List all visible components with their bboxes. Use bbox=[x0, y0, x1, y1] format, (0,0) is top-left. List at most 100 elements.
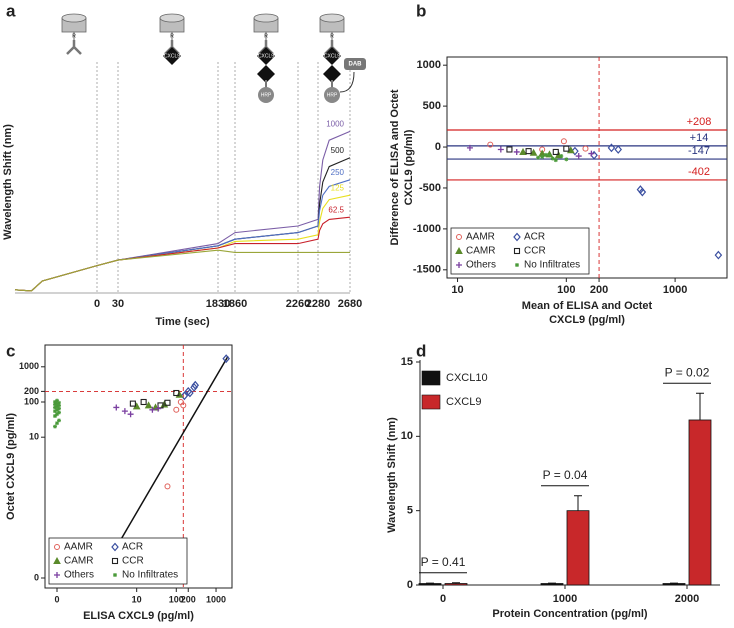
point bbox=[552, 148, 559, 155]
point bbox=[55, 401, 59, 406]
dab-label: DAB bbox=[349, 62, 363, 68]
sensor-label: R bbox=[330, 33, 334, 39]
detection-antibody bbox=[323, 65, 341, 83]
point bbox=[714, 250, 723, 260]
sensor-top bbox=[319, 13, 345, 23]
legend-label: No Infiltrates bbox=[122, 570, 178, 581]
legend-label: AAMR bbox=[64, 542, 93, 553]
antigen bbox=[163, 47, 181, 65]
line bbox=[14, 249, 350, 292]
x-tick-label: 200 bbox=[181, 594, 196, 604]
dab-box bbox=[344, 58, 366, 70]
x-tick-label: 2260 bbox=[286, 298, 310, 310]
p-value: P = 0.04 bbox=[543, 468, 588, 482]
point bbox=[638, 187, 647, 197]
x-tick-label: 10 bbox=[132, 594, 142, 604]
point bbox=[536, 155, 541, 160]
point bbox=[53, 409, 57, 414]
reference-label: -147 bbox=[688, 145, 710, 157]
legend-marker bbox=[53, 556, 61, 564]
point bbox=[157, 402, 164, 409]
y-tick-label: -1000 bbox=[413, 223, 441, 235]
point bbox=[563, 145, 570, 152]
x-axis-label: CXCL9 (pg/ml) bbox=[549, 314, 625, 326]
x-tick-label: 1860 bbox=[223, 298, 247, 310]
line bbox=[14, 157, 351, 292]
point bbox=[636, 185, 645, 195]
point bbox=[57, 418, 61, 423]
sensor-top bbox=[253, 13, 279, 23]
legend-label: ACR bbox=[122, 542, 143, 553]
y-tick-label: -500 bbox=[419, 182, 441, 194]
hrp-label: HRP bbox=[261, 92, 272, 98]
bar bbox=[688, 419, 712, 586]
x-axis-label: Time (sec) bbox=[155, 316, 210, 328]
legend-label: CAMR bbox=[64, 556, 93, 567]
y-axis-label: Octet CXCL9 (pg/ml) bbox=[5, 413, 17, 520]
legend-swatch bbox=[421, 394, 441, 410]
x-tick-label: 1000 bbox=[663, 284, 687, 296]
line-label: 62.5 bbox=[328, 205, 344, 214]
point bbox=[55, 398, 59, 403]
point bbox=[190, 382, 198, 392]
detection-antibody bbox=[257, 65, 275, 83]
x-axis-label: Protein Concentration (pg/ml) bbox=[492, 608, 648, 620]
bar bbox=[540, 583, 564, 586]
antigen-label: CXCL9 bbox=[164, 53, 180, 59]
point bbox=[571, 146, 579, 156]
line bbox=[14, 130, 351, 292]
plot-frame bbox=[446, 56, 728, 279]
point bbox=[588, 150, 595, 157]
point bbox=[560, 138, 567, 145]
p-value: P = 0.41 bbox=[421, 555, 466, 569]
point bbox=[113, 404, 120, 411]
point bbox=[513, 148, 520, 155]
reference-label: +14 bbox=[690, 132, 709, 144]
point bbox=[173, 406, 180, 413]
point bbox=[550, 156, 555, 161]
p-value: P = 0.02 bbox=[665, 365, 710, 379]
panel-letter: c bbox=[6, 341, 15, 360]
line-label: 250 bbox=[331, 168, 345, 177]
plot-frame bbox=[44, 344, 233, 589]
legend-marker bbox=[54, 544, 60, 550]
y-tick-label: 200 bbox=[24, 386, 39, 396]
bar bbox=[418, 583, 442, 586]
sensor-top bbox=[61, 13, 87, 23]
x-tick-label: 10 bbox=[451, 284, 463, 296]
point bbox=[140, 398, 147, 406]
x-tick-label: 100 bbox=[169, 594, 184, 604]
point bbox=[57, 403, 61, 408]
point bbox=[543, 152, 548, 157]
y-tick-label: 10 bbox=[29, 432, 39, 442]
point bbox=[614, 145, 623, 154]
panel-letter: a bbox=[6, 1, 16, 20]
x-tick-label: 0 bbox=[54, 594, 59, 604]
error-bar bbox=[574, 495, 582, 511]
point bbox=[57, 400, 61, 405]
point bbox=[222, 354, 230, 364]
legend-marker bbox=[111, 542, 119, 552]
y-axis-label: Wavelength Shift (nm) bbox=[2, 124, 14, 240]
point bbox=[525, 148, 532, 155]
point bbox=[175, 390, 184, 398]
point bbox=[607, 143, 616, 153]
point bbox=[164, 483, 171, 490]
x-tick-label: 2680 bbox=[338, 298, 362, 310]
sensor-label: R bbox=[72, 33, 76, 39]
legend-marker bbox=[456, 262, 462, 268]
bar bbox=[444, 583, 468, 586]
x-tick-label: 2000 bbox=[675, 593, 699, 605]
point bbox=[540, 154, 545, 159]
point bbox=[53, 402, 57, 407]
point bbox=[53, 399, 57, 404]
point bbox=[575, 153, 582, 160]
point bbox=[129, 400, 136, 407]
point bbox=[160, 400, 169, 408]
arrow bbox=[339, 71, 355, 93]
antigen-label: CXCL9 bbox=[258, 53, 274, 59]
x-tick-label: 1000 bbox=[206, 594, 226, 604]
point bbox=[164, 399, 171, 406]
legend-marker bbox=[456, 234, 462, 240]
